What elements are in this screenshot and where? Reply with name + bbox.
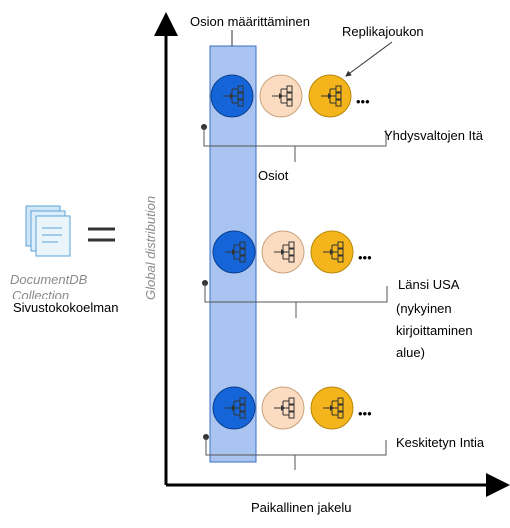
region-row: ••• xyxy=(203,386,387,470)
svg-text:•••: ••• xyxy=(358,406,372,421)
region-label: Länsi USA xyxy=(398,277,460,292)
region-label: Keskitetyn Intia xyxy=(396,435,485,450)
region-row: ••• xyxy=(201,74,387,162)
equals xyxy=(88,227,115,242)
region-label: alue) xyxy=(396,345,425,360)
svg-text:•••: ••• xyxy=(358,250,372,265)
region-label: Yhdysvaltojen Itä xyxy=(384,128,484,143)
partitions-label: Osiot xyxy=(258,168,289,183)
x-axis-label: Paikallinen jakelu xyxy=(251,500,351,515)
collection-icon xyxy=(25,205,71,257)
y-axis-label: Global distribution xyxy=(143,196,158,300)
partition-label: Osion määrittäminen xyxy=(190,14,310,29)
region-row: ••• xyxy=(202,230,388,318)
collection-name: DocumentDB xyxy=(10,272,88,287)
region-label: (nykyinen xyxy=(396,301,452,316)
replica-label: Replikajoukon xyxy=(342,24,424,39)
svg-text:•••: ••• xyxy=(356,94,370,109)
region-label: kirjoittaminen xyxy=(396,323,473,338)
collection-overlay: Sivustokokoelman xyxy=(13,300,119,315)
